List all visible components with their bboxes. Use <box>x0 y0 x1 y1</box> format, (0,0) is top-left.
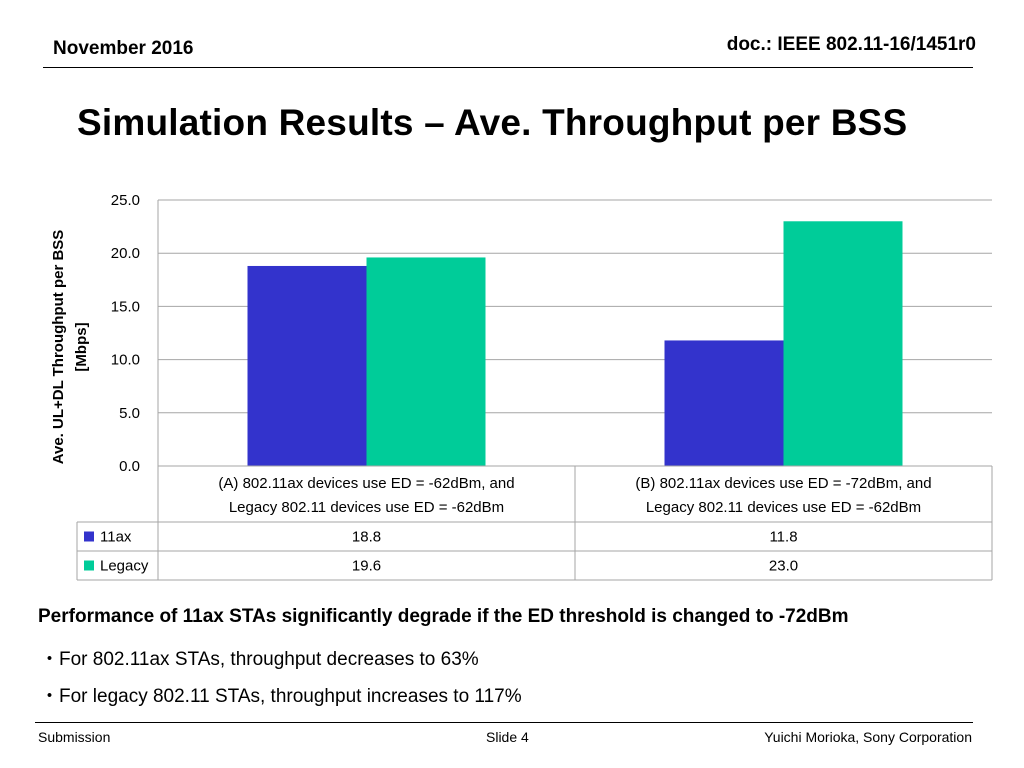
throughput-bar-chart: 0.0 5.0 10.0 15.0 20.0 25.0 (A) 802.11ax devic… <box>50 192 993 581</box>
footer-submission: Submission <box>38 729 111 745</box>
y-axis-title: Ave. UL+DL Throughput per BSS <box>50 230 67 465</box>
footer-divider <box>35 722 973 723</box>
y-tick-label: 25.0 <box>111 192 140 209</box>
category-label: Legacy 802.11 devices use ED = -62dBm <box>646 499 921 516</box>
data-value-label: 23.0 <box>769 558 798 575</box>
slide-date: November 2016 <box>53 38 194 59</box>
bar-legacy-0 <box>366 257 486 466</box>
y-axis-unit: [Mbps] <box>73 322 90 371</box>
data-value-label: 19.6 <box>352 558 381 575</box>
footer-slide-number: Slide 4 <box>486 729 529 745</box>
category-label: (B) 802.11ax devices use ED = -72dBm, an… <box>635 475 931 492</box>
category-label: Legacy 802.11 devices use ED = -62dBm <box>229 499 504 516</box>
data-value-label: 18.8 <box>352 529 381 546</box>
header-divider <box>43 67 973 68</box>
legend-label-11ax: 11ax <box>100 529 132 546</box>
summary-bullet-11ax: ・For 802.11ax STAs, throughput decreases… <box>40 649 479 670</box>
y-tick-label: 20.0 <box>111 245 140 262</box>
y-tick-label: 0.0 <box>119 458 140 475</box>
data-value-label: 11.8 <box>769 529 797 546</box>
summary-bullet-legacy: ・For legacy 802.11 STAs, throughput incr… <box>40 686 522 707</box>
y-tick-label: 5.0 <box>119 405 140 422</box>
document-id: doc.: IEEE 802.11-16/1451r0 <box>726 34 976 55</box>
y-tick-label: 10.0 <box>111 352 140 369</box>
category-label: (A) 802.11ax devices use ED = -62dBm, an… <box>218 475 514 492</box>
legend-key-11ax <box>84 531 94 542</box>
y-tick-label: 15.0 <box>111 298 140 315</box>
summary-headline: Performance of 11ax STAs significantly d… <box>38 606 849 627</box>
bar-legacy-1 <box>783 221 903 466</box>
legend-label-legacy: Legacy <box>100 558 149 575</box>
footer-author: Yuichi Morioka, Sony Corporation <box>764 729 972 745</box>
slide-title: Simulation Results – Ave. Throughput per… <box>77 102 908 143</box>
bar-11ax-0 <box>247 265 367 466</box>
legend-key-legacy <box>84 560 94 571</box>
bar-11ax-1 <box>664 340 784 466</box>
